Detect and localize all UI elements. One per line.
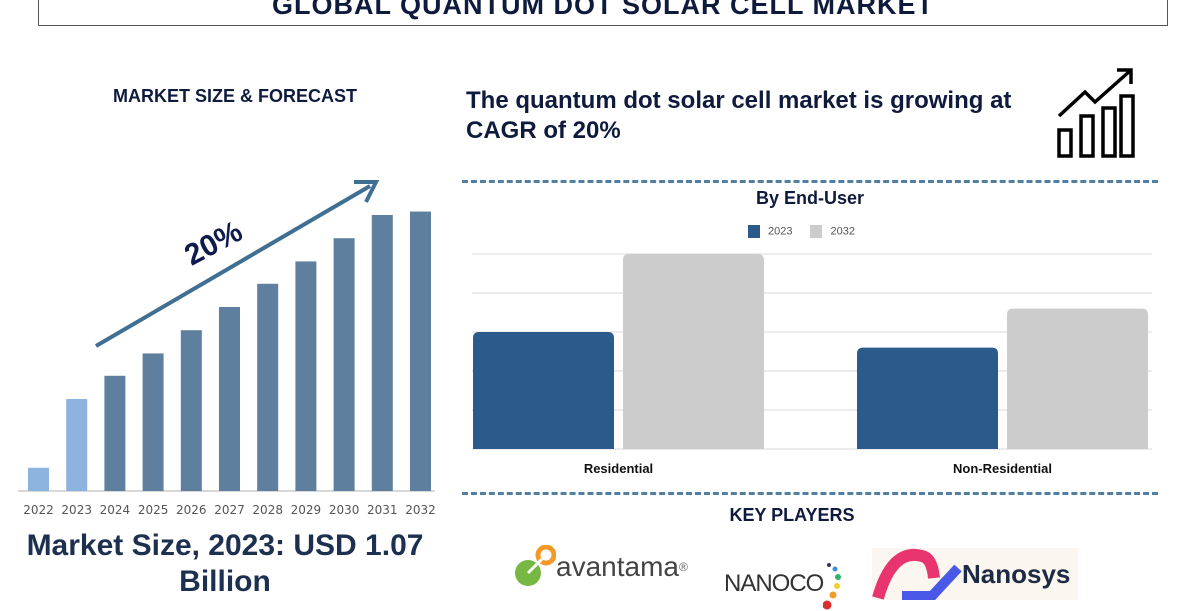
divider [462,492,1158,495]
bar-2027 [219,307,240,491]
x-tick-label: 2027 [214,503,245,517]
bar-2029 [295,261,317,491]
logo-nanosys: Nanosys [872,548,1079,600]
x-tick-label: 2023 [61,503,92,517]
nanosys-logo-icon [872,548,962,600]
bar-2031 [371,215,393,491]
legend: 2023 2032 [748,225,855,238]
bar-2030 [333,238,355,491]
bar-residential-2032 [623,254,764,449]
category-label: Non-Residential [953,461,1052,476]
left-heading: MARKET SIZE & FORECAST [112,86,357,106]
bar-non-residential-2032 [1007,308,1148,449]
x-tick-label: 2030 [329,503,360,517]
legend-item-2023: 2023 [748,225,792,238]
category-label: Residential [584,461,653,476]
x-tick-label: 2026 [176,503,207,517]
page-title: GLOBAL QUANTUM DOT SOLAR CELL MARKET [38,0,1168,26]
divider [462,180,1158,183]
bar-2026 [180,330,202,491]
bar-2022 [28,467,49,491]
bar-residential-2023 [473,332,614,449]
x-tick-label: 2025 [138,503,169,517]
cagr-headline: The quantum dot solar cell market is gro… [466,87,1012,144]
bar-2024 [104,375,126,491]
legend-item-2032: 2032 [810,225,855,238]
x-tick-label: 2029 [291,503,322,517]
x-tick-label: 2024 [100,503,131,517]
market-forecast-chart: 2022 2023 2024 2025 2026 2027 2028 2029 2030 2031… [18,180,436,517]
trend-arrow [94,184,372,348]
bar-2028 [257,283,279,491]
end-user-chart-title: By End-User [755,188,865,208]
logo-avantama: avantama ® [512,545,688,589]
growth-chart-icon [1057,68,1135,158]
avantama-logo-icon [515,545,556,586]
bar-2023 [66,399,88,491]
market-size-text: Market Size, 2023: USD 1.07 Billion [26,529,424,598]
x-tick-label: 2032 [405,503,436,517]
x-tick-label: 2031 [367,503,398,517]
bar-non-residential-2023 [857,347,998,449]
bar-2032 [410,211,431,492]
end-user-chart: Residential Non-Residential [472,253,1152,476]
arrow-head-icon [354,180,380,203]
nanoco-dots-icon [823,563,842,610]
key-players-heading: KEY PLAYERS [729,505,855,525]
logo-nanoco: NANOCO [724,557,853,611]
x-tick-label: 2022 [23,503,54,517]
bar-2025 [142,353,164,491]
x-tick-label: 2028 [252,503,283,517]
